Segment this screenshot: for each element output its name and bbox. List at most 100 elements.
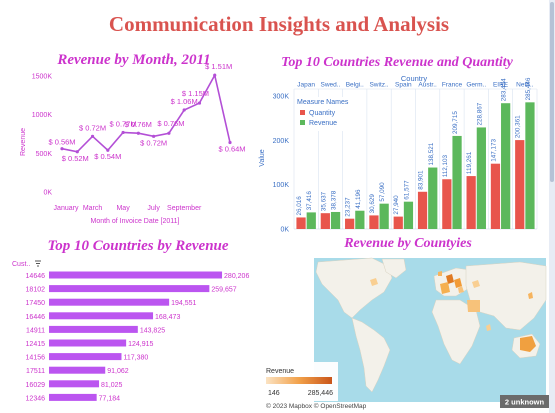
bar-value-label: 30,629 — [369, 194, 376, 214]
country-label: Japan — [297, 82, 315, 89]
quantity-bar — [369, 215, 378, 229]
customer-id-label: 18102 — [26, 287, 46, 294]
country-label: Swed.. — [321, 82, 341, 89]
bar-value-label: 57,090 — [379, 182, 386, 202]
revenue-quantity-title: Top 10 Countries Revenue and Quantity — [281, 55, 513, 70]
bar-value-label: 41,196 — [355, 189, 362, 209]
top-customers-title: Top 10 Countries by Revenue — [47, 238, 228, 254]
bar-value-label: 77,184 — [99, 395, 121, 402]
data-point — [137, 132, 140, 135]
quantity-bar — [491, 164, 500, 229]
customer-id-label: 14911 — [26, 327, 45, 334]
unknown-badge-label: 2 unknown — [505, 398, 545, 407]
revenue-bar — [428, 168, 437, 229]
revenue-bar — [49, 367, 105, 374]
revenue-by-month-panel: Revenue by Month, 2011 Revenue 0K 500K 100… — [20, 52, 246, 225]
revenue-by-month-ylabel: Revenue — [20, 128, 27, 156]
page-scrollbar[interactable] — [549, 0, 555, 413]
data-label: $ 0.76M — [157, 119, 184, 128]
bar-value-label: 259,657 — [211, 287, 236, 294]
revenue-bar — [49, 394, 97, 401]
bar-value-label: 38,378 — [331, 190, 338, 210]
revenue-bar — [452, 136, 461, 229]
data-point — [167, 132, 170, 135]
page-scrollbar-thumb[interactable] — [550, 2, 554, 182]
data-label: $ 0.72M — [79, 123, 106, 132]
y-tick-label: 300K — [273, 93, 290, 100]
data-label: $ 0.56M — [48, 138, 75, 147]
bar-value-label: 83,901 — [418, 170, 425, 190]
bar-value-label: 26,016 — [296, 196, 303, 216]
data-label: $ 0.64M — [218, 145, 245, 154]
customer-id-label: 14156 — [26, 355, 46, 362]
revenue-bar — [49, 340, 126, 347]
horizontal-bars[interactable]: 14646 280,206 18102 259,657 17450 194,551 1644… — [26, 272, 250, 403]
revenue-bar — [501, 103, 510, 229]
bar-value-label: 209,715 — [452, 111, 459, 134]
unknown-badge[interactable]: 2 unknown — [500, 395, 549, 408]
bar-value-label: 228,867 — [476, 102, 483, 125]
y-tick-label: 500K — [36, 151, 53, 158]
customer-header: Cust.. — [12, 261, 30, 268]
data-point — [91, 135, 94, 138]
customer-id-label: 16029 — [26, 382, 46, 389]
x-tick-label: May — [116, 205, 130, 212]
x-axis: January March May July September — [54, 205, 202, 212]
data-label: $ 1.51M — [205, 62, 232, 71]
bar-value-label: 200,361 — [515, 115, 522, 138]
customer-id-label: 16446 — [26, 314, 46, 321]
quantity-bar — [515, 140, 524, 229]
line-plot-area[interactable]: $ 0.56M$ 0.52M$ 0.72M$ 0.54M$ 0.77M$ 0.7… — [48, 62, 245, 163]
quantity-bar — [467, 176, 476, 229]
dashboard-title: Communication Insights and Analysis — [109, 12, 449, 36]
bar-value-label: 285,446 — [525, 77, 532, 100]
map-legend-title: Revenue — [266, 368, 294, 375]
revenue-by-month-title: Revenue by Month, 2011 — [56, 52, 210, 68]
revenue-bar — [49, 272, 222, 279]
legend-title: Measure Names — [297, 99, 349, 106]
data-label: $ 0.54M — [94, 152, 121, 161]
measure-legend: Measure Names Quantity Revenue — [296, 97, 360, 131]
data-label: $ 0.52M — [62, 154, 89, 163]
bar-value-label: 124,915 — [128, 341, 153, 348]
bar-value-label: 168,473 — [155, 314, 180, 321]
map-attribution[interactable]: © 2023 Mapbox © OpenStreetMap — [266, 402, 367, 410]
legend-quantity-swatch — [300, 110, 305, 115]
quantity-bar — [321, 213, 330, 229]
x-tick-label: July — [147, 205, 160, 212]
bar-value-label: 61,577 — [403, 180, 410, 200]
x-tick-label: September — [167, 205, 202, 212]
world-map[interactable] — [314, 258, 546, 402]
map-title: Revenue by Countyies — [343, 236, 472, 251]
y-axis: 0K 500K 1000K 1500K — [32, 74, 53, 197]
legend-quantity-label: Quantity — [309, 110, 336, 117]
bar-value-label: 81,025 — [101, 382, 123, 389]
map-panel: Revenue by Countyies — [262, 236, 549, 410]
bar-value-label: 35,637 — [320, 191, 327, 211]
customer-id-label: 12415 — [26, 341, 46, 348]
bar-value-label: 91,062 — [107, 368, 129, 375]
bar-value-label: 280,206 — [224, 273, 249, 280]
country-label: Germ.. — [466, 82, 486, 89]
data-label: $ 0.72M — [140, 138, 167, 147]
revenue-bar — [307, 212, 316, 229]
revenue-bar — [525, 102, 534, 229]
sort-icon[interactable] — [35, 261, 41, 266]
y-tick-label: 1500K — [32, 74, 53, 81]
y-tick-label: 1000K — [32, 112, 53, 119]
x-tick-label: March — [83, 205, 103, 212]
customer-id-label: 17450 — [26, 300, 46, 307]
customer-id-label: 12346 — [26, 395, 46, 402]
map-legend-max: 285,446 — [308, 390, 333, 397]
map-legend-min: 146 — [268, 390, 280, 397]
y-tick-label: 0K — [280, 227, 289, 234]
revenue-bar — [477, 127, 486, 229]
data-label: $ 0.76M — [125, 120, 152, 129]
bar-value-label: 112,103 — [442, 154, 449, 177]
revenue-bar — [49, 285, 209, 292]
data-point — [183, 108, 186, 111]
y-tick-label: 0K — [43, 190, 52, 197]
quantity-bar — [418, 192, 427, 229]
quantity-bar — [394, 217, 403, 229]
